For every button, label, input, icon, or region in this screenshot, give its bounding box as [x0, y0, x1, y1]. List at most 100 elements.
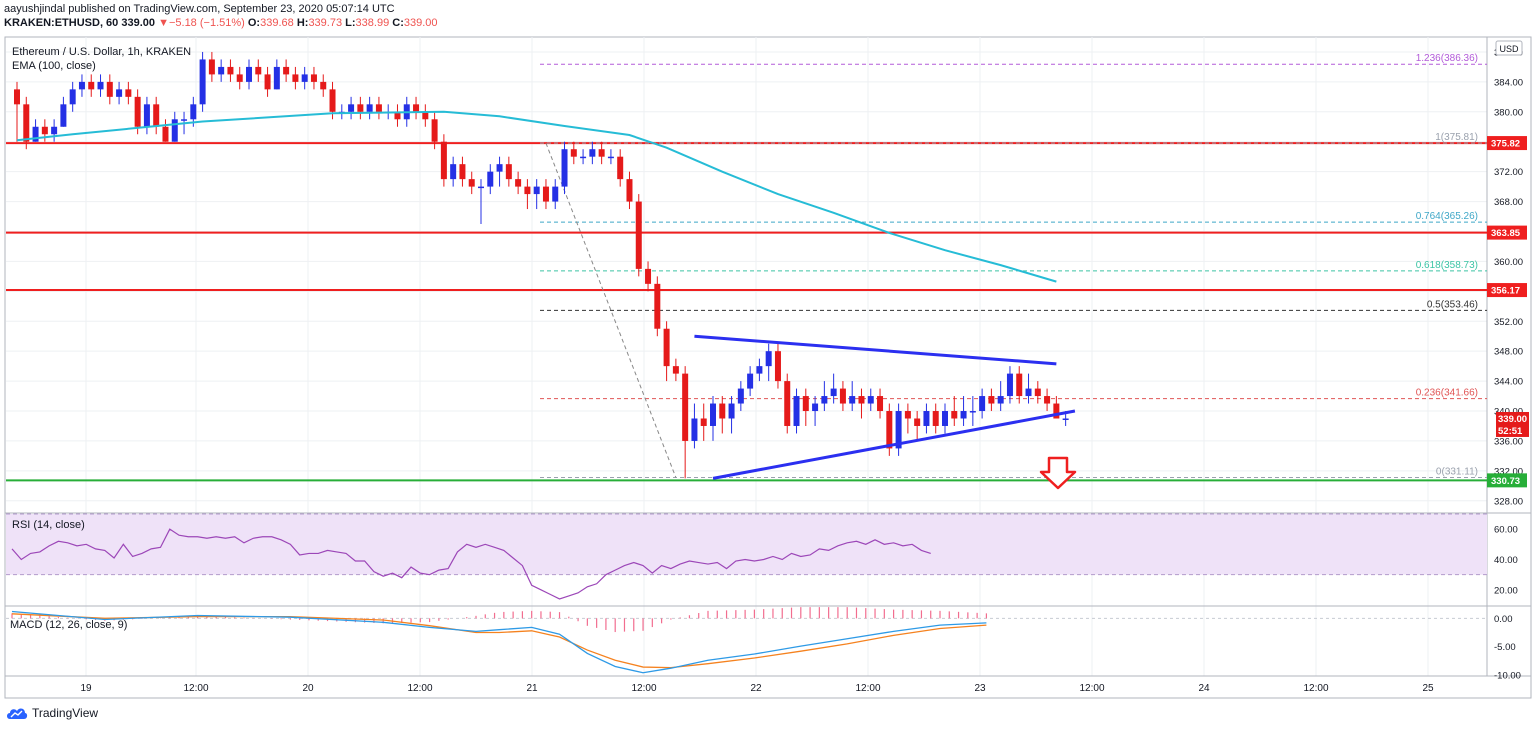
candle-body: [1053, 403, 1060, 419]
candle-body: [199, 59, 206, 105]
level-badge-box: [1487, 225, 1527, 240]
candle-body: [672, 366, 679, 374]
candle-body: [310, 74, 317, 82]
candle-body: [41, 126, 48, 135]
fib-diagonal: [545, 142, 677, 478]
candle-body: [320, 81, 327, 90]
candle-body: [292, 74, 299, 82]
candle-body: [774, 351, 781, 382]
candle-body: [951, 411, 958, 419]
candle-body: [375, 104, 382, 112]
candle-body: [88, 81, 95, 90]
candle-body: [14, 89, 20, 105]
macd-line: [11, 610, 987, 674]
currency-badge-box[interactable]: [1495, 40, 1523, 56]
candle-body: [932, 411, 939, 426]
candle-body: [812, 403, 819, 412]
x-tick-label: 12:00: [407, 683, 432, 694]
fib-label: 0.618(358.73): [1416, 260, 1478, 271]
candle-body: [682, 373, 689, 441]
fib-label: 0(331.11): [1436, 467, 1478, 478]
candle-body: [459, 164, 466, 180]
candle-body: [78, 81, 85, 90]
candle-body: [348, 104, 355, 112]
candle-body: [626, 179, 633, 202]
candle-body: [895, 411, 902, 449]
candle-body: [413, 104, 420, 112]
candle-body: [505, 164, 512, 180]
tradingview-cloud-icon: [7, 708, 28, 719]
high-label: H:: [296, 17, 309, 29]
candle-body: [561, 149, 568, 187]
candle-body: [1034, 388, 1041, 397]
candle-body: [542, 186, 549, 202]
candle-body: [496, 164, 503, 172]
candle-body: [589, 149, 596, 157]
candle-body: [923, 411, 930, 426]
candle-body: [208, 59, 215, 75]
candle-body: [171, 119, 178, 142]
candle-body: [737, 388, 744, 404]
candle-body: [125, 89, 132, 97]
price-change: −5.18 (−1.51%): [168, 17, 245, 29]
candle-body: [1044, 396, 1051, 404]
candle-body: [255, 66, 262, 75]
price-badge: 339.00: [1498, 414, 1527, 425]
candle-body: [515, 179, 522, 187]
level-badge-box: [1487, 473, 1527, 488]
candle-body: [784, 381, 791, 426]
y-tick-label: 368.00: [1494, 197, 1523, 208]
candle-body: [1025, 388, 1032, 397]
candle-body: [570, 149, 577, 157]
candle-body: [51, 126, 58, 135]
candle-body: [691, 418, 698, 441]
candle-body: [765, 351, 772, 367]
currency-badge: USD: [1499, 44, 1519, 54]
publisher-text: aayushjindal published on TradingView.co…: [4, 3, 395, 15]
candle-body: [598, 149, 605, 157]
level-badge: 363.85: [1491, 228, 1521, 239]
x-tick-label: 12:00: [1303, 683, 1328, 694]
y-tick-label: 336.00: [1494, 436, 1523, 447]
x-tick-label: 21: [526, 683, 538, 694]
candle-body: [440, 141, 447, 180]
candle-body: [793, 396, 800, 426]
open-value: 339.68: [260, 17, 294, 29]
y-tick-label: 344.00: [1494, 377, 1523, 388]
candle-body: [645, 268, 652, 284]
candle-body: [143, 104, 150, 127]
x-tick-label: 12:00: [183, 683, 208, 694]
candle-body: [552, 186, 559, 202]
candle-body: [654, 283, 661, 329]
candle-body: [134, 96, 141, 127]
footer-brand[interactable]: TradingView: [6, 706, 98, 720]
ema-legend: EMA (100, close): [12, 60, 96, 72]
candle-body: [422, 111, 429, 120]
rsi-band: [6, 514, 1487, 575]
candle-body: [478, 186, 484, 189]
candle-body: [839, 388, 846, 404]
pair-legend: Ethereum / U.S. Dollar, 1h, KRAKEN: [12, 46, 191, 58]
candle-body: [357, 104, 364, 112]
candle-body: [886, 411, 893, 449]
candle-body: [106, 81, 113, 97]
level-badge: 356.17: [1491, 286, 1520, 297]
x-tick-label: 20: [302, 683, 314, 694]
candle-body: [997, 396, 1004, 404]
x-tick-label: 25: [1422, 683, 1434, 694]
triangle-trendline: [712, 409, 1076, 480]
candle-body: [821, 396, 828, 404]
candle-body: [858, 396, 865, 404]
triangle-trendline: [694, 334, 1057, 366]
level-badge-box: [1487, 283, 1527, 298]
chart-frame: [4, 36, 1532, 699]
candle-body: [153, 104, 160, 127]
fib-label: 1.236(386.36): [1416, 53, 1478, 64]
candle-body: [867, 396, 874, 404]
price-badge: 52:51: [1498, 426, 1523, 437]
candle-body: [218, 66, 225, 75]
candle-body: [756, 366, 763, 374]
candle-body: [533, 186, 540, 195]
candle-body: [960, 411, 967, 419]
